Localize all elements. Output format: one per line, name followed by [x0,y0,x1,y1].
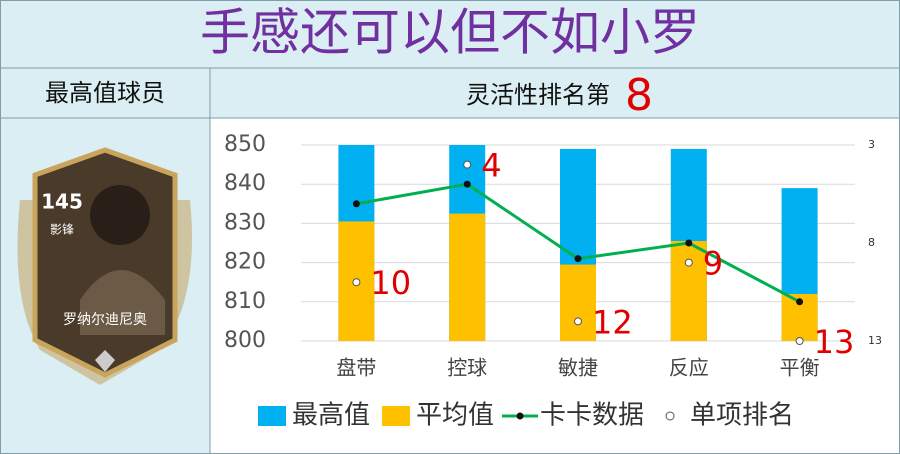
line-marker [574,255,582,263]
legend-label: 单项排名 [690,401,794,431]
rank-point [684,258,693,267]
legend-swatch [382,406,411,426]
y-tick-label: 850 [224,132,266,157]
rank-point [463,160,472,169]
rank-number: 8 [625,70,653,121]
x-tick-label: 敏捷 [558,356,598,380]
line-marker [796,298,804,306]
rank-point [795,337,804,345]
data-label: 9 [703,245,723,283]
y-tick-label: 800 [224,328,266,353]
x-tick-label: 平衡 [780,356,820,380]
x-tick-label: 反应 [669,356,709,380]
data-label: 12 [592,303,633,341]
left-header: 最高值球员 [45,79,165,107]
plot: 800 810 820 830 840 850 3 8 13 10 4 12 9 13 盘带 控球 敏捷 反应 平衡… [224,132,882,431]
bar [670,241,707,341]
bar [449,213,486,341]
player-card: 145 影锋 罗纳尔迪尼奥 [17,147,192,385]
x-tick-label: 控球 [447,356,487,380]
page-title: 手感还可以但不如小罗 [200,4,700,62]
y-tick-label: 830 [224,210,266,235]
bar [560,264,596,341]
y-tick-label: 840 [224,171,266,196]
legend-label: 最高值 [292,401,370,431]
y-tick-label: 820 [224,250,266,275]
card-name: 罗纳尔迪尼奥 [63,311,147,328]
data-label: 13 [814,323,855,361]
line-marker [463,180,471,188]
rank-point [352,278,361,287]
legend-marker [665,411,675,421]
y2-tick-label: 13 [868,334,882,347]
right-header: 灵活性排名第 [466,81,610,109]
legend-label: 平均值 [416,401,494,431]
card-rating: 145 [41,190,83,214]
y-tick-label: 810 [224,289,266,314]
legend-marker [516,412,524,420]
card-position: 影锋 [50,223,74,237]
legend-label: 卡卡数据 [540,401,644,431]
line-marker [352,200,360,208]
data-label: 10 [370,264,411,302]
rank-point [574,317,582,326]
legend-swatch [258,406,286,426]
data-label: 4 [481,147,501,185]
x-tick-label: 盘带 [336,356,376,380]
y2-tick-label: 8 [868,236,875,249]
y2-tick-label: 3 [868,138,875,151]
line-marker [685,239,693,247]
